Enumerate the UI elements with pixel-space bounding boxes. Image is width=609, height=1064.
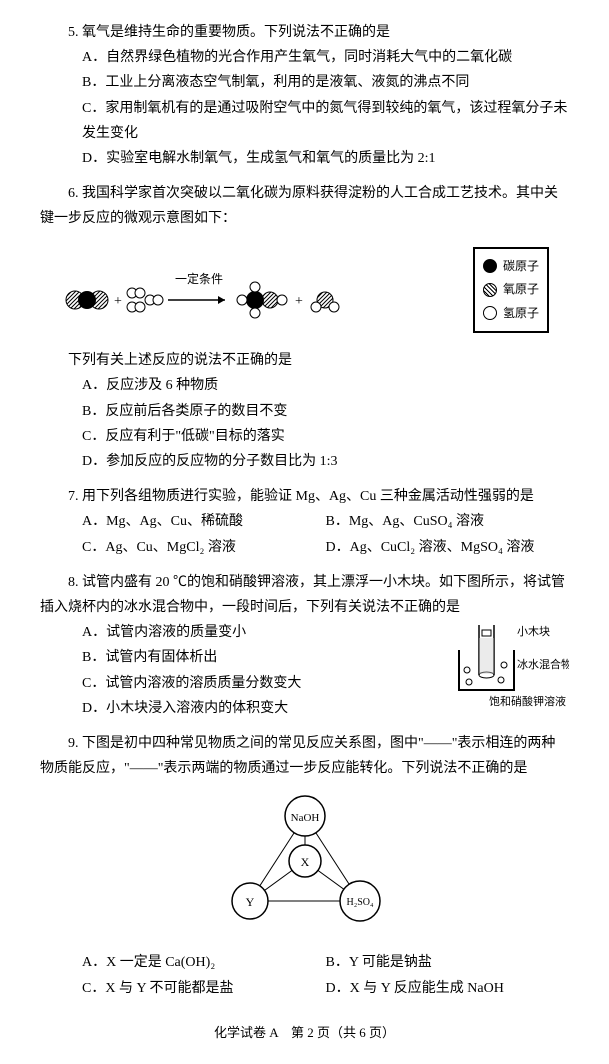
q8-beaker-svg: 小木块 冰水混合物 饱和硝酸钾溶液 <box>449 620 569 710</box>
node-y: Y <box>245 895 254 909</box>
legend-hydrogen: 氢原子 <box>503 303 539 325</box>
q5-option-c: C．家用制氧机有的是通过吸附空气中的氮气得到较纯的氧气，该过程氧分子未发生变化 <box>40 96 569 146</box>
q7-text: 7. 用下列各组物质进行实验，能验证 Mg、Ag、Cu 三种金属活动性强弱的是 <box>40 484 569 509</box>
q6-text: 6. 我国科学家首次突破以二氧化碳为原料获得淀粉的人工合成工艺技术。其中关键一步… <box>40 181 569 231</box>
q8-text: 8. 试管内盛有 20 ℃的饱和硝酸钾溶液，其上漂浮一小木块。如下图所示，将试管… <box>40 570 569 620</box>
page-footer: 化学试卷 A 第 2 页（共 6 页） <box>40 1021 569 1044</box>
question-8: 8. 试管内盛有 20 ℃的饱和硝酸钾溶液，其上漂浮一小木块。如下图所示，将试管… <box>40 570 569 721</box>
q6-option-d: D．参加反应的反应物的分子数目比为 1:3 <box>40 449 569 474</box>
q7-option-d: D．Ag、CuCl₂ 溶液、MgSO₄ 溶液 <box>326 535 570 560</box>
legend-oxygen: 氧原子 <box>503 279 539 301</box>
q8-figure: 小木块 冰水混合物 饱和硝酸钾溶液 <box>449 620 569 718</box>
question-7: 7. 用下列各组物质进行实验，能验证 Mg、Ag、Cu 三种金属活动性强弱的是 … <box>40 484 569 560</box>
legend-carbon: 碳原子 <box>503 256 539 278</box>
fig-ice-label: 冰水混合物 <box>517 657 569 671</box>
q5-option-a: A．自然界绿色植物的光合作用产生氧气，同时消耗大气中的二氧化碳 <box>40 45 569 70</box>
q6-subtext: 下列有关上述反应的说法不正确的是 <box>40 348 569 373</box>
q6-option-a: A．反应涉及 6 种物质 <box>40 373 569 398</box>
node-h2so4: H₂SO₄ <box>346 897 373 908</box>
node-naoh: NaOH <box>290 812 319 824</box>
node-x: X <box>300 855 309 869</box>
question-6: 6. 我国科学家首次突破以二氧化碳为原料获得淀粉的人工合成工艺技术。其中关键一步… <box>40 181 569 474</box>
question-9: 9. 下图是初中四种常见物质之间的常见反应关系图，图中"——"表示相连的两种物质… <box>40 731 569 1001</box>
fig-wood-label: 小木块 <box>517 625 550 638</box>
question-5: 5. 氧气是维持生命的重要物质。下列说法不正确的是 A．自然界绿色植物的光合作用… <box>40 20 569 171</box>
q9-option-a: A．X 一定是 Ca(OH)₂ <box>82 950 326 975</box>
q9-option-c: C．X 与 Y 不可能都是盐 <box>82 976 326 1001</box>
q5-text: 5. 氧气是维持生命的重要物质。下列说法不正确的是 <box>40 20 569 45</box>
atom-legend: 碳原子 氧原子 氢原子 <box>473 247 549 334</box>
q9-option-b: B．Y 可能是钠盐 <box>326 950 432 975</box>
q7-option-a: A．Mg、Ag、Cu、稀硫酸 <box>82 509 326 534</box>
reaction-equation-svg: + 一定条件 + <box>60 255 473 325</box>
q5-option-d: D．实验室电解水制氧气，生成氢气和氧气的质量比为 2:1 <box>40 146 569 171</box>
q5-option-b: B．工业上分离液态空气制氧，利用的是液氧、液氮的沸点不同 <box>40 70 569 95</box>
q6-option-b: B．反应前后各类原子的数目不变 <box>40 399 569 424</box>
q9-diagram: NaOH X Y H₂SO₄ <box>40 791 569 940</box>
q9-option-d: D．X 与 Y 反应能生成 NaOH <box>326 976 504 1001</box>
svg-text:+: + <box>295 294 303 309</box>
arrow-label: 一定条件 <box>175 271 223 286</box>
q6-option-c: C．反应有利于"低碳"目标的落实 <box>40 424 569 449</box>
fig-solution-label: 饱和硝酸钾溶液 <box>489 694 566 708</box>
q9-text: 9. 下图是初中四种常见物质之间的常见反应关系图，图中"——"表示相连的两种物质… <box>40 731 569 781</box>
q7-option-c: C．Ag、Cu、MgCl₂ 溶液 <box>82 535 326 560</box>
q7-option-b: B．Mg、Ag、CuSO₄ 溶液 <box>326 509 570 534</box>
q6-reaction-diagram: + 一定条件 + 碳原子 氧原子 <box>40 247 569 334</box>
svg-text:+: + <box>114 294 122 309</box>
q9-relation-svg: NaOH X Y H₂SO₄ <box>205 791 405 931</box>
